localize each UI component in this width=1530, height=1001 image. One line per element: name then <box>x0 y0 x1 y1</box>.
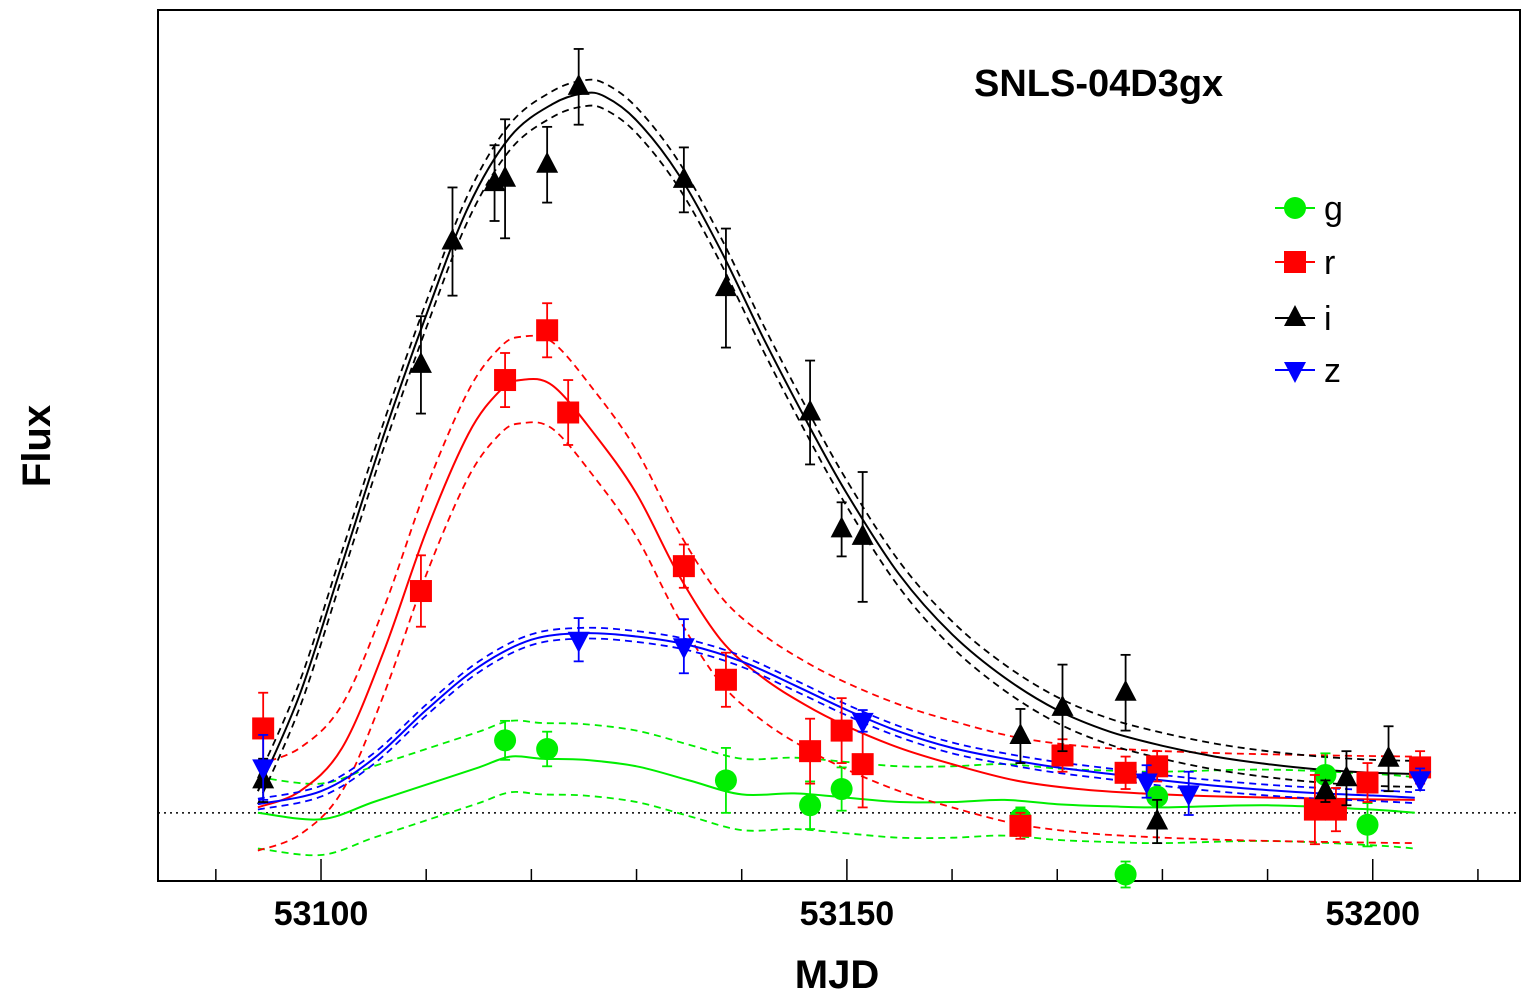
point-i <box>672 166 695 188</box>
legend-label-i: i <box>1324 300 1332 338</box>
point-z <box>1409 771 1432 793</box>
fit-curves <box>256 78 1415 857</box>
chart-title: SNLS-04D3gx <box>974 63 1223 105</box>
point-g <box>494 729 517 752</box>
point-i <box>1009 723 1032 745</box>
data-points <box>252 48 1432 889</box>
x-axis-title: MJD <box>795 953 879 997</box>
legend-marker-g <box>1284 197 1306 219</box>
legend-item-r: r <box>1275 244 1335 282</box>
point-i <box>830 516 853 538</box>
series-i <box>252 48 1400 845</box>
fit-upper-band-r <box>257 334 1415 765</box>
fit-lower-band-g <box>257 791 1415 857</box>
point-i <box>494 165 517 187</box>
point-r <box>1324 798 1347 821</box>
point-r <box>557 401 580 424</box>
point-z <box>851 712 874 734</box>
point-r <box>799 740 822 763</box>
point-i <box>1114 679 1137 701</box>
x-tick-label: 53200 <box>1325 895 1420 933</box>
point-g <box>1114 863 1137 886</box>
fit-lower-band-z <box>257 637 1415 811</box>
point-r <box>252 717 275 740</box>
legend-marker-i <box>1284 305 1306 326</box>
fit-curve-r <box>257 377 1415 809</box>
legend-label-r: r <box>1324 244 1335 282</box>
point-i <box>714 275 737 297</box>
point-i <box>409 351 432 373</box>
x-axis: 53100 53150 53200 <box>215 859 1479 933</box>
series-r <box>252 302 1432 846</box>
series-z <box>252 617 1432 816</box>
fit-curve-i <box>256 91 1415 792</box>
point-g <box>1356 813 1379 836</box>
fit-lower-band-r <box>257 421 1415 852</box>
x-tick-label: 53100 <box>274 895 369 933</box>
plot-frame <box>157 9 1521 882</box>
point-i <box>1314 778 1337 800</box>
point-g <box>1314 763 1337 786</box>
point-r <box>1356 771 1379 794</box>
legend-label-z: z <box>1324 352 1341 390</box>
point-z <box>252 759 275 781</box>
point-i <box>536 151 559 173</box>
point-r <box>494 369 517 392</box>
y-axis-title: Flux <box>15 405 59 487</box>
point-i <box>1335 765 1358 787</box>
point-r <box>830 719 853 742</box>
point-r <box>672 555 695 578</box>
legend-item-i: i <box>1275 300 1332 338</box>
point-z <box>672 638 695 660</box>
point-i <box>567 73 590 95</box>
point-i <box>799 399 822 421</box>
point-r <box>714 668 737 691</box>
point-g <box>536 737 559 760</box>
point-i <box>851 523 874 545</box>
point-z <box>1135 773 1158 795</box>
point-r <box>1303 798 1326 821</box>
legend-label-g: g <box>1324 190 1343 228</box>
point-z <box>1177 785 1200 807</box>
fit-upper-band-g <box>257 719 1415 785</box>
fit-curve-g <box>257 755 1415 821</box>
legend-marker-r <box>1284 251 1306 273</box>
legend-marker-z <box>1284 362 1306 383</box>
point-i <box>441 228 464 250</box>
point-i <box>1146 808 1169 830</box>
point-r <box>1114 761 1137 784</box>
point-r <box>1051 744 1074 767</box>
point-i <box>1051 694 1074 716</box>
legend-item-g: g <box>1275 190 1343 228</box>
legend-item-z: z <box>1275 352 1341 390</box>
point-r <box>851 753 874 776</box>
fit-upper-band-i <box>257 78 1415 779</box>
point-g <box>714 769 737 792</box>
point-g <box>799 794 822 817</box>
point-r <box>536 319 559 342</box>
point-r <box>1009 814 1032 837</box>
point-i <box>1377 745 1400 767</box>
point-z <box>567 631 590 653</box>
point-r <box>1146 755 1169 778</box>
fit-curve-z <box>257 632 1415 806</box>
series-g <box>494 719 1379 889</box>
point-g <box>1146 785 1169 808</box>
point-g <box>830 778 853 801</box>
point-r <box>409 580 432 603</box>
x-tick-label: 53150 <box>800 895 895 933</box>
fit-upper-band-z <box>257 626 1415 800</box>
